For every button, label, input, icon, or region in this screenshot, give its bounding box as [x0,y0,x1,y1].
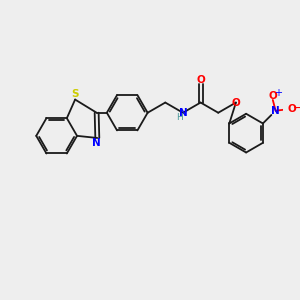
Text: O: O [196,75,205,85]
Text: S: S [71,89,79,100]
Text: O: O [287,104,296,114]
Text: N: N [92,138,100,148]
Text: H: H [176,113,183,122]
Text: N: N [271,106,280,116]
Text: −: − [293,102,300,115]
Text: O: O [232,98,240,107]
Text: N: N [178,108,187,118]
Text: +: + [274,88,283,98]
Text: O: O [268,91,277,101]
